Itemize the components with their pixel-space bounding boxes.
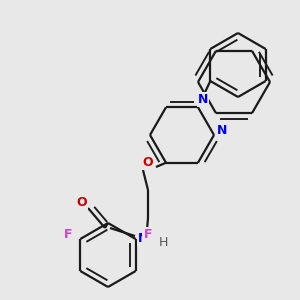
Text: O: O <box>77 196 87 209</box>
Text: F: F <box>143 227 152 241</box>
Text: N: N <box>138 232 148 244</box>
Text: O: O <box>143 155 153 169</box>
Text: H: H <box>158 236 168 248</box>
Text: N: N <box>217 124 227 137</box>
Text: N: N <box>198 93 208 106</box>
Text: F: F <box>64 227 73 241</box>
